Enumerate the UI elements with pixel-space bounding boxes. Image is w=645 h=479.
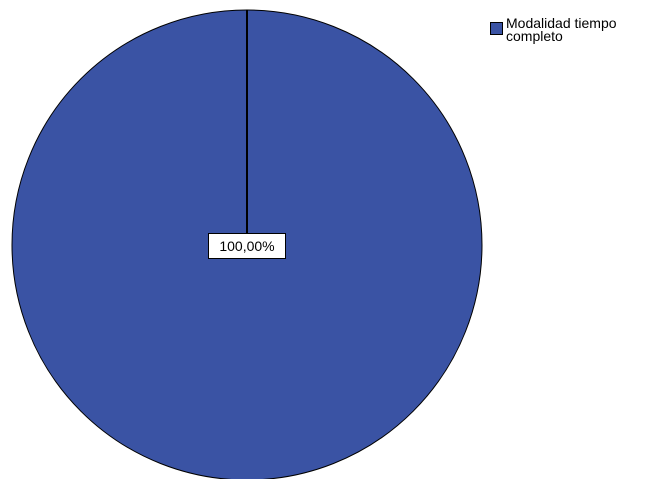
legend-label: Modalidad tiempo completo (506, 15, 617, 44)
data-label: 100,00% (208, 233, 286, 259)
legend: Modalidad tiempo completo (490, 15, 645, 44)
legend-swatch (490, 22, 503, 35)
